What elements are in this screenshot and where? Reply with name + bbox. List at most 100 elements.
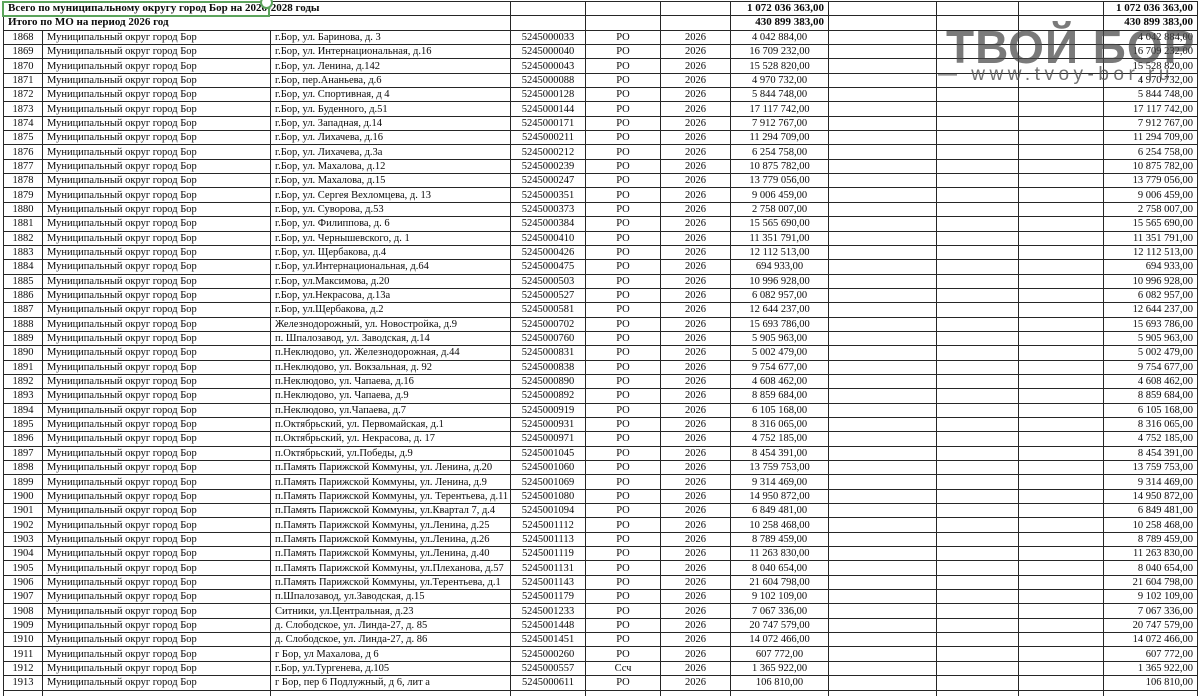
municipality-cell: Муниципальный округ город Бор [42, 87, 271, 103]
municipality-cell: Муниципальный округ город Бор [42, 388, 271, 404]
address-cell: Ситники, ул.Центральная, д.23 [270, 603, 511, 619]
empty-cell [1018, 115, 1104, 132]
code-cell: 5245000892 [510, 388, 586, 404]
type-cell: РО [585, 302, 661, 318]
code-cell: 5245001045 [510, 445, 586, 462]
amount-total-cell: 7 912 767,00 [1103, 115, 1198, 132]
row-number-cell: 1878 [3, 173, 43, 189]
year-cell: 2026 [660, 546, 731, 562]
table-row: 1883 Муниципальный округ город Бор г.Бор, … [3, 244, 1198, 261]
amount-total-cell: 8 789 459,00 [1103, 531, 1198, 548]
row-number-cell: 1885 [3, 273, 43, 289]
table-row: 1894 Муниципальный округ город Бор п.Неклю… [3, 402, 1198, 418]
type-cell: РО [585, 531, 661, 548]
type-cell [585, 15, 661, 31]
row-number-cell: 1891 [3, 359, 43, 375]
amount-total-cell: 5 905 963,00 [1103, 330, 1198, 347]
municipality-cell: Муниципальный округ город Бор [42, 531, 271, 548]
code-cell: 5245001112 [510, 517, 586, 533]
type-cell: РО [585, 617, 661, 634]
empty-cell [936, 187, 1019, 203]
table-row: 1873 Муниципальный округ город Бор г.Бор, … [3, 101, 1198, 117]
empty-cell [1018, 187, 1104, 203]
year-cell: 2026 [660, 230, 731, 246]
type-cell: РО [585, 58, 661, 74]
amount-cell: 607 772,00 [730, 646, 829, 662]
address-cell: п.Память Парижской Коммуны, ул.Квартал 7… [270, 503, 511, 519]
empty-cell [1018, 431, 1104, 447]
address-cell: г Бор, пер 6 Подлужный, д 6, лит а [270, 675, 511, 691]
code-cell: 5245000043 [510, 58, 586, 74]
empty-cell [828, 273, 937, 289]
empty-cell [1018, 388, 1104, 404]
amount-cell: 12 112 513,00 [730, 244, 829, 261]
empty-cell [936, 431, 1019, 447]
address-cell: п.Память Парижской Коммуны, ул. Терентье… [270, 488, 511, 505]
empty-cell [828, 603, 937, 619]
empty-cell [936, 689, 1019, 696]
empty-cell [936, 603, 1019, 619]
empty-cell [936, 316, 1019, 332]
year-cell: 2026 [660, 201, 731, 218]
type-cell: РО [585, 216, 661, 232]
type-cell: РО [585, 72, 661, 89]
empty-cell [828, 101, 937, 117]
empty-cell [1018, 316, 1104, 332]
address-cell: г.Бор, ул.Некрасова, д.13а [270, 287, 511, 304]
selection-handle[interactable] [260, 0, 273, 9]
empty-cell [1018, 503, 1104, 519]
table-row: 1888 Муниципальный округ город Бор Железно… [3, 316, 1198, 332]
row-number-cell: 1879 [3, 187, 43, 203]
empty-cell [828, 488, 937, 505]
type-cell: РО [585, 244, 661, 261]
empty-cell [510, 689, 586, 696]
amount-total-cell: 4 042 884,00 [1103, 29, 1198, 46]
amount-total-cell: 1 072 036 363,00 [1103, 0, 1198, 17]
empty-cell [936, 345, 1019, 361]
year-cell: 2026 [660, 115, 731, 132]
type-cell: РО [585, 144, 661, 160]
row-number-cell: 1884 [3, 259, 43, 275]
address-cell: г Бор, ул Махалова, д 6 [270, 646, 511, 662]
row-number-cell: 1894 [3, 402, 43, 418]
code-cell: 5245000890 [510, 373, 586, 390]
type-cell: РО [585, 503, 661, 519]
empty-cell [828, 474, 937, 490]
type-cell: РО [585, 445, 661, 462]
code-cell: 5245001143 [510, 574, 586, 591]
amount-cell: 1 365 922,00 [730, 660, 829, 677]
type-cell: РО [585, 287, 661, 304]
municipality-cell: Муниципальный округ город Бор [42, 29, 271, 46]
empty-cell [936, 101, 1019, 117]
empty-cell [828, 445, 937, 462]
amount-cell: 4 970 732,00 [730, 72, 829, 89]
year-cell: 2026 [660, 459, 731, 476]
municipality-cell: Муниципальный округ город Бор [42, 431, 271, 447]
empty-cell [828, 459, 937, 476]
municipality-cell: Муниципальный округ город Бор [42, 503, 271, 519]
empty-cell [1018, 632, 1104, 648]
empty-cell [936, 416, 1019, 433]
municipality-cell: Муниципальный округ город Бор [42, 173, 271, 189]
empty-cell [828, 72, 937, 89]
empty-cell [1018, 44, 1104, 60]
empty-cell [936, 531, 1019, 548]
type-cell: РО [585, 373, 661, 390]
year-cell: 2026 [660, 72, 731, 89]
code-cell: 5245001094 [510, 503, 586, 519]
row-number-cell: 1887 [3, 302, 43, 318]
selection-box[interactable] [2, 0, 273, 17]
address-cell: д. Слободское, ул. Линда-27, д. 85 [270, 617, 511, 634]
type-cell: РО [585, 459, 661, 476]
empty-cell [1018, 230, 1104, 246]
year-cell: 2026 [660, 244, 731, 261]
address-cell: г.Бор, ул. Махалова, д.15 [270, 173, 511, 189]
code-cell: 5245000760 [510, 330, 586, 347]
code-cell: 5245000931 [510, 416, 586, 433]
year-cell: 2026 [660, 144, 731, 160]
address-cell: п.Октябрьский, ул. Первомайская, д.1 [270, 416, 511, 433]
empty-cell [828, 144, 937, 160]
amount-total-cell: 6 849 481,00 [1103, 503, 1198, 519]
empty-cell [42, 689, 271, 696]
empty-cell [1018, 216, 1104, 232]
